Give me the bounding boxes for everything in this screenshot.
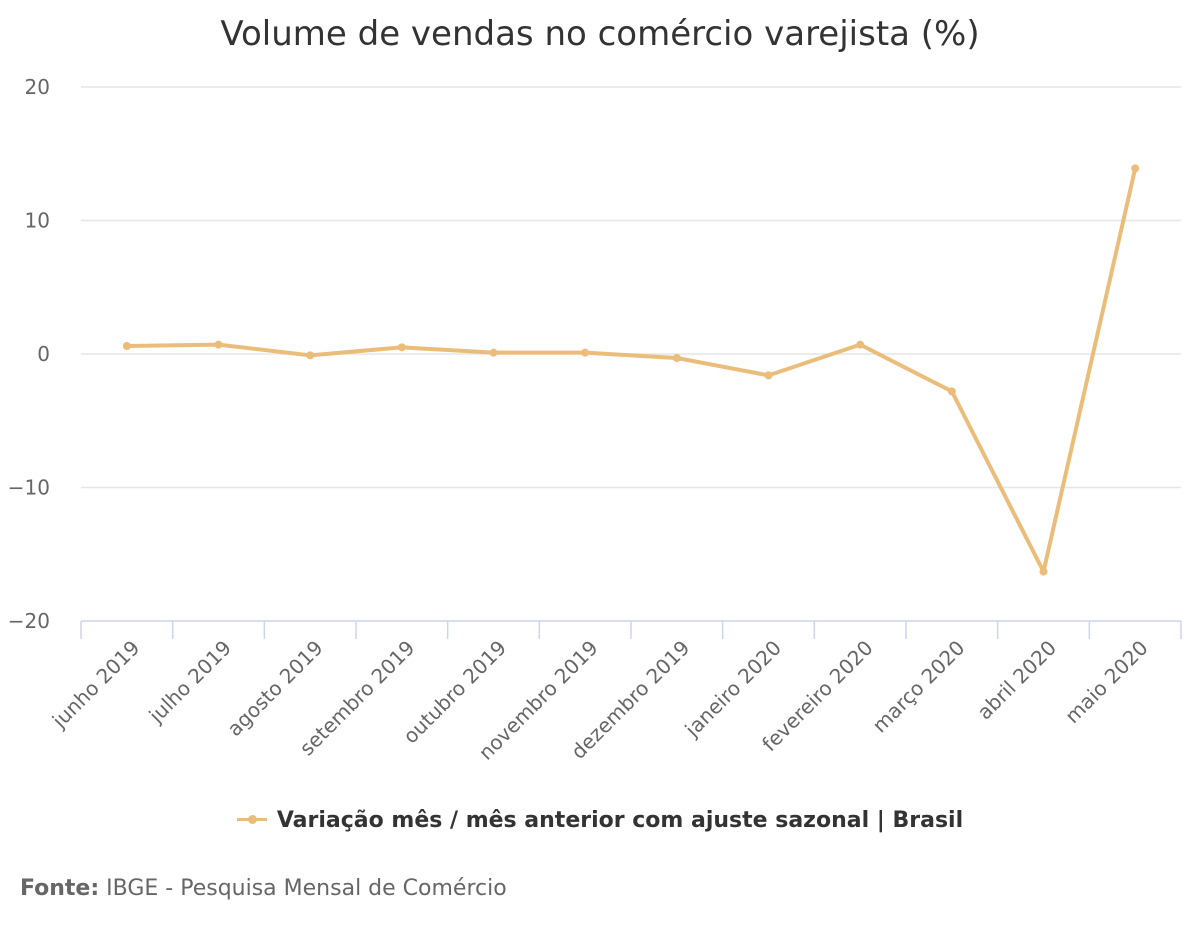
data-point bbox=[856, 340, 865, 349]
y-tick-label: −20 bbox=[8, 609, 50, 633]
data-point bbox=[489, 348, 498, 357]
legend-label: Variação mês / mês anterior com ajuste s… bbox=[276, 808, 964, 833]
data-point bbox=[122, 341, 131, 350]
y-tick-label: 10 bbox=[25, 209, 50, 233]
data-point bbox=[1131, 164, 1140, 173]
source-text: IBGE - Pesquisa Mensal de Comércio bbox=[106, 876, 507, 901]
legend-marker-icon bbox=[236, 814, 267, 824]
x-tick-label: maio 2020 bbox=[1060, 636, 1152, 728]
data-point bbox=[397, 343, 406, 352]
x-tick-label: julho 2019 bbox=[143, 636, 236, 729]
x-tick-label: junho 2019 bbox=[47, 636, 145, 734]
x-tick-label: março 2020 bbox=[868, 636, 970, 738]
data-point bbox=[947, 387, 956, 396]
x-tick-label: abril 2020 bbox=[972, 636, 1061, 725]
data-point bbox=[214, 340, 223, 349]
y-tick-label: 20 bbox=[25, 75, 50, 99]
data-point bbox=[672, 354, 681, 363]
data-point bbox=[764, 371, 773, 380]
y-tick-label: −10 bbox=[8, 476, 50, 500]
source-label: Fonte: bbox=[20, 876, 100, 901]
data-point bbox=[1039, 567, 1048, 576]
data-point bbox=[581, 348, 590, 357]
source-note: Fonte: IBGE - Pesquisa Mensal de Comérci… bbox=[20, 876, 507, 901]
chart-title: Volume de vendas no comércio varejista (… bbox=[220, 14, 980, 54]
series-line bbox=[126, 167, 1138, 574]
data-point bbox=[306, 351, 315, 360]
y-tick-label: 0 bbox=[37, 342, 50, 366]
legend-item[interactable]: Variação mês / mês anterior com ajuste s… bbox=[0, 808, 1200, 833]
